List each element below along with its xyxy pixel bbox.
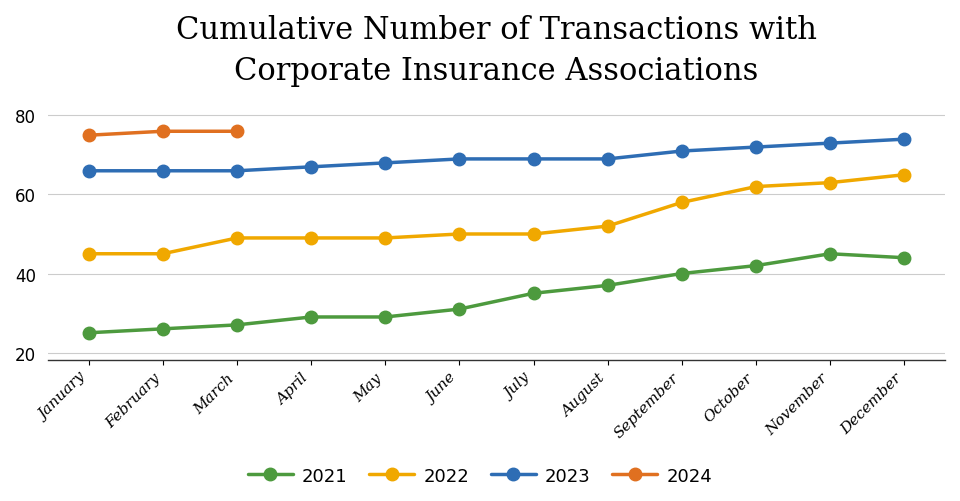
2023 (676, 149, 687, 155)
2021 (750, 263, 761, 269)
Title: Cumulative Number of Transactions with
Corporate Insurance Associations: Cumulative Number of Transactions with C… (176, 15, 817, 87)
2022 (825, 180, 836, 186)
2023 (602, 157, 613, 163)
2022 (231, 235, 243, 241)
2021 (528, 291, 540, 297)
2021 (305, 314, 317, 320)
2021 (676, 271, 687, 277)
2021 (157, 326, 169, 332)
2023 (157, 168, 169, 174)
2024 (83, 133, 94, 139)
2022 (602, 223, 613, 229)
2024 (157, 129, 169, 135)
Line: 2023: 2023 (83, 134, 910, 178)
2022 (157, 251, 169, 257)
Line: 2021: 2021 (83, 248, 910, 339)
2022 (379, 235, 391, 241)
2022 (528, 231, 540, 237)
Legend: 2021, 2022, 2023, 2024: 2021, 2022, 2023, 2024 (241, 459, 719, 492)
2024 (231, 129, 243, 135)
2023 (750, 145, 761, 151)
2022 (83, 251, 94, 257)
Line: 2024: 2024 (83, 126, 243, 142)
2023 (379, 160, 391, 166)
2021 (379, 314, 391, 320)
2022 (454, 231, 466, 237)
2021 (231, 322, 243, 328)
2021 (454, 307, 466, 313)
2022 (750, 184, 761, 190)
2023 (83, 168, 94, 174)
2023 (899, 137, 910, 143)
2023 (305, 164, 317, 170)
2022 (676, 200, 687, 206)
Line: 2022: 2022 (83, 169, 910, 261)
2023 (528, 157, 540, 163)
2021 (602, 283, 613, 289)
2021 (899, 255, 910, 261)
2022 (305, 235, 317, 241)
2023 (454, 157, 466, 163)
2023 (825, 141, 836, 147)
2023 (231, 168, 243, 174)
2021 (825, 251, 836, 257)
2021 (83, 330, 94, 336)
2022 (899, 172, 910, 178)
